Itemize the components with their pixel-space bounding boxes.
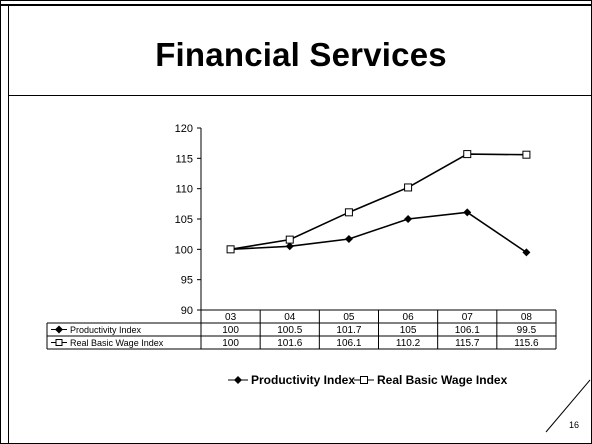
x-category-label: 05: [343, 312, 355, 323]
wage-point: [522, 150, 531, 159]
table-cell-value: 101.7: [336, 325, 361, 336]
series-line-productivity: [230, 211, 527, 254]
wage-point: [404, 183, 413, 192]
left-rule: [8, 96, 9, 444]
productivity-point: [463, 208, 472, 217]
table-cell-value: 101.6: [277, 338, 302, 349]
series-line-wage: [230, 153, 527, 251]
y-tick-label: 115: [175, 153, 193, 165]
x-category-label: 03: [225, 312, 237, 323]
table-legend-key-square: [55, 339, 63, 346]
y-tick-label: 90: [181, 305, 193, 317]
title-box: Financial Services: [8, 6, 592, 96]
table-cell-value: 110.2: [396, 338, 421, 349]
productivity-point: [522, 248, 531, 257]
table-series-label: Real Basic Wage Index: [70, 338, 164, 348]
table-cell-value: 105: [400, 325, 417, 336]
legend-label: Real Basic Wage Index: [377, 373, 508, 387]
wage-point: [463, 150, 472, 159]
x-category-label: 04: [284, 312, 296, 323]
table-cell-value: 115.6: [514, 338, 539, 349]
y-tick-label: 110: [175, 184, 193, 196]
top-rule: [0, 4, 592, 6]
table-cell-value: 100.5: [277, 325, 302, 336]
y-tick-label: 95: [181, 275, 193, 287]
table-cell-value: 100: [222, 338, 239, 349]
x-category-label: 07: [462, 312, 474, 323]
y-tick-label: 105: [175, 214, 193, 226]
x-category-label: 08: [521, 312, 533, 323]
wage-point: [226, 245, 235, 254]
productivity-point: [285, 242, 294, 251]
table-cell-value: 115.7: [455, 338, 480, 349]
productivity-point: [344, 235, 353, 244]
wage-point: [344, 208, 353, 217]
productivity-point: [404, 215, 413, 223]
wage-point: [285, 235, 294, 244]
table-cell-value: 99.5: [517, 325, 537, 336]
legend-label: Productivity Index: [251, 373, 355, 387]
x-category-label: 06: [403, 312, 415, 323]
table-cell-value: 106.1: [336, 338, 361, 349]
table-cell-value: 106.1: [455, 325, 480, 336]
table-cell-value: 100: [222, 325, 239, 336]
page-number: 16: [569, 420, 580, 430]
table-legend-key-diamond: [55, 325, 63, 334]
legend-key-diamond: [234, 376, 242, 384]
y-tick-label: 100: [175, 244, 193, 256]
table-series-label: Productivity Index: [70, 325, 142, 335]
legend-key-square: [360, 376, 368, 384]
slide-title: Financial Services: [155, 36, 447, 73]
y-tick-label: 120: [175, 123, 193, 135]
